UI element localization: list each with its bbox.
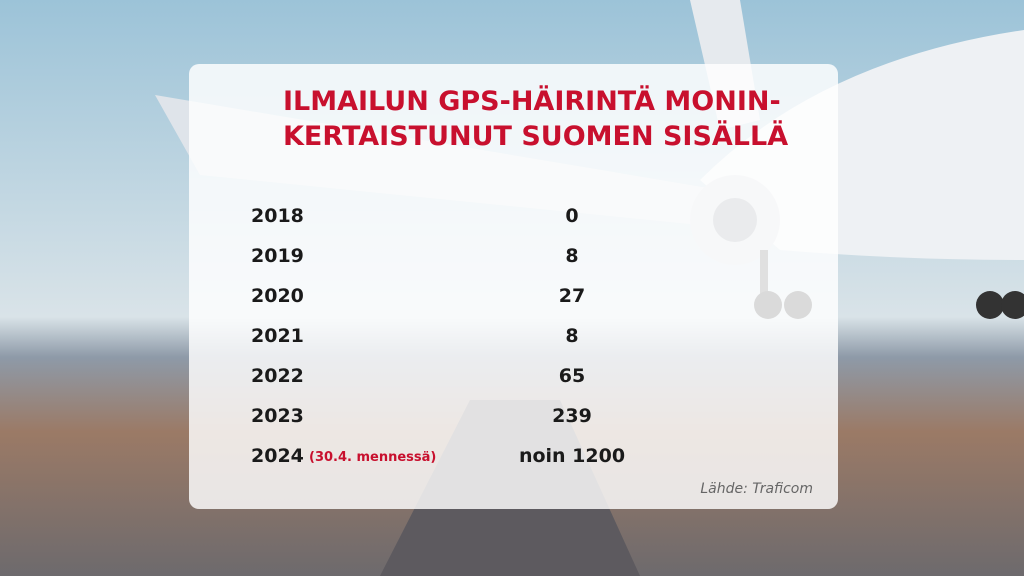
note: (30.4. mennessä) [309, 450, 436, 465]
year: 2024 [251, 445, 304, 467]
value: 8 [565, 245, 578, 267]
source: Lähde: Traficom [700, 481, 813, 497]
year: 2023 [251, 405, 304, 427]
year: 2020 [251, 285, 304, 307]
value: 27 [559, 285, 585, 307]
year: 2018 [251, 205, 304, 227]
title-line: KERTAISTUNUT SUOMEN SISÄLLÄ [283, 120, 788, 152]
table: 2018 0 2019 8 2020 27 2021 8 2022 65 2023 239 2024 (3… [251, 205, 625, 467]
title-line: ILMAILUN GPS-HÄIRINTÄ MONIN- [283, 85, 781, 117]
value: noin 1200 [519, 445, 625, 467]
info-panel [189, 64, 838, 509]
year: 2021 [251, 325, 304, 347]
value: 65 [559, 365, 585, 387]
year: 2019 [251, 245, 304, 267]
value: 0 [565, 205, 578, 227]
value: 8 [565, 325, 578, 347]
year: 2022 [251, 365, 304, 387]
value: 239 [552, 405, 592, 427]
